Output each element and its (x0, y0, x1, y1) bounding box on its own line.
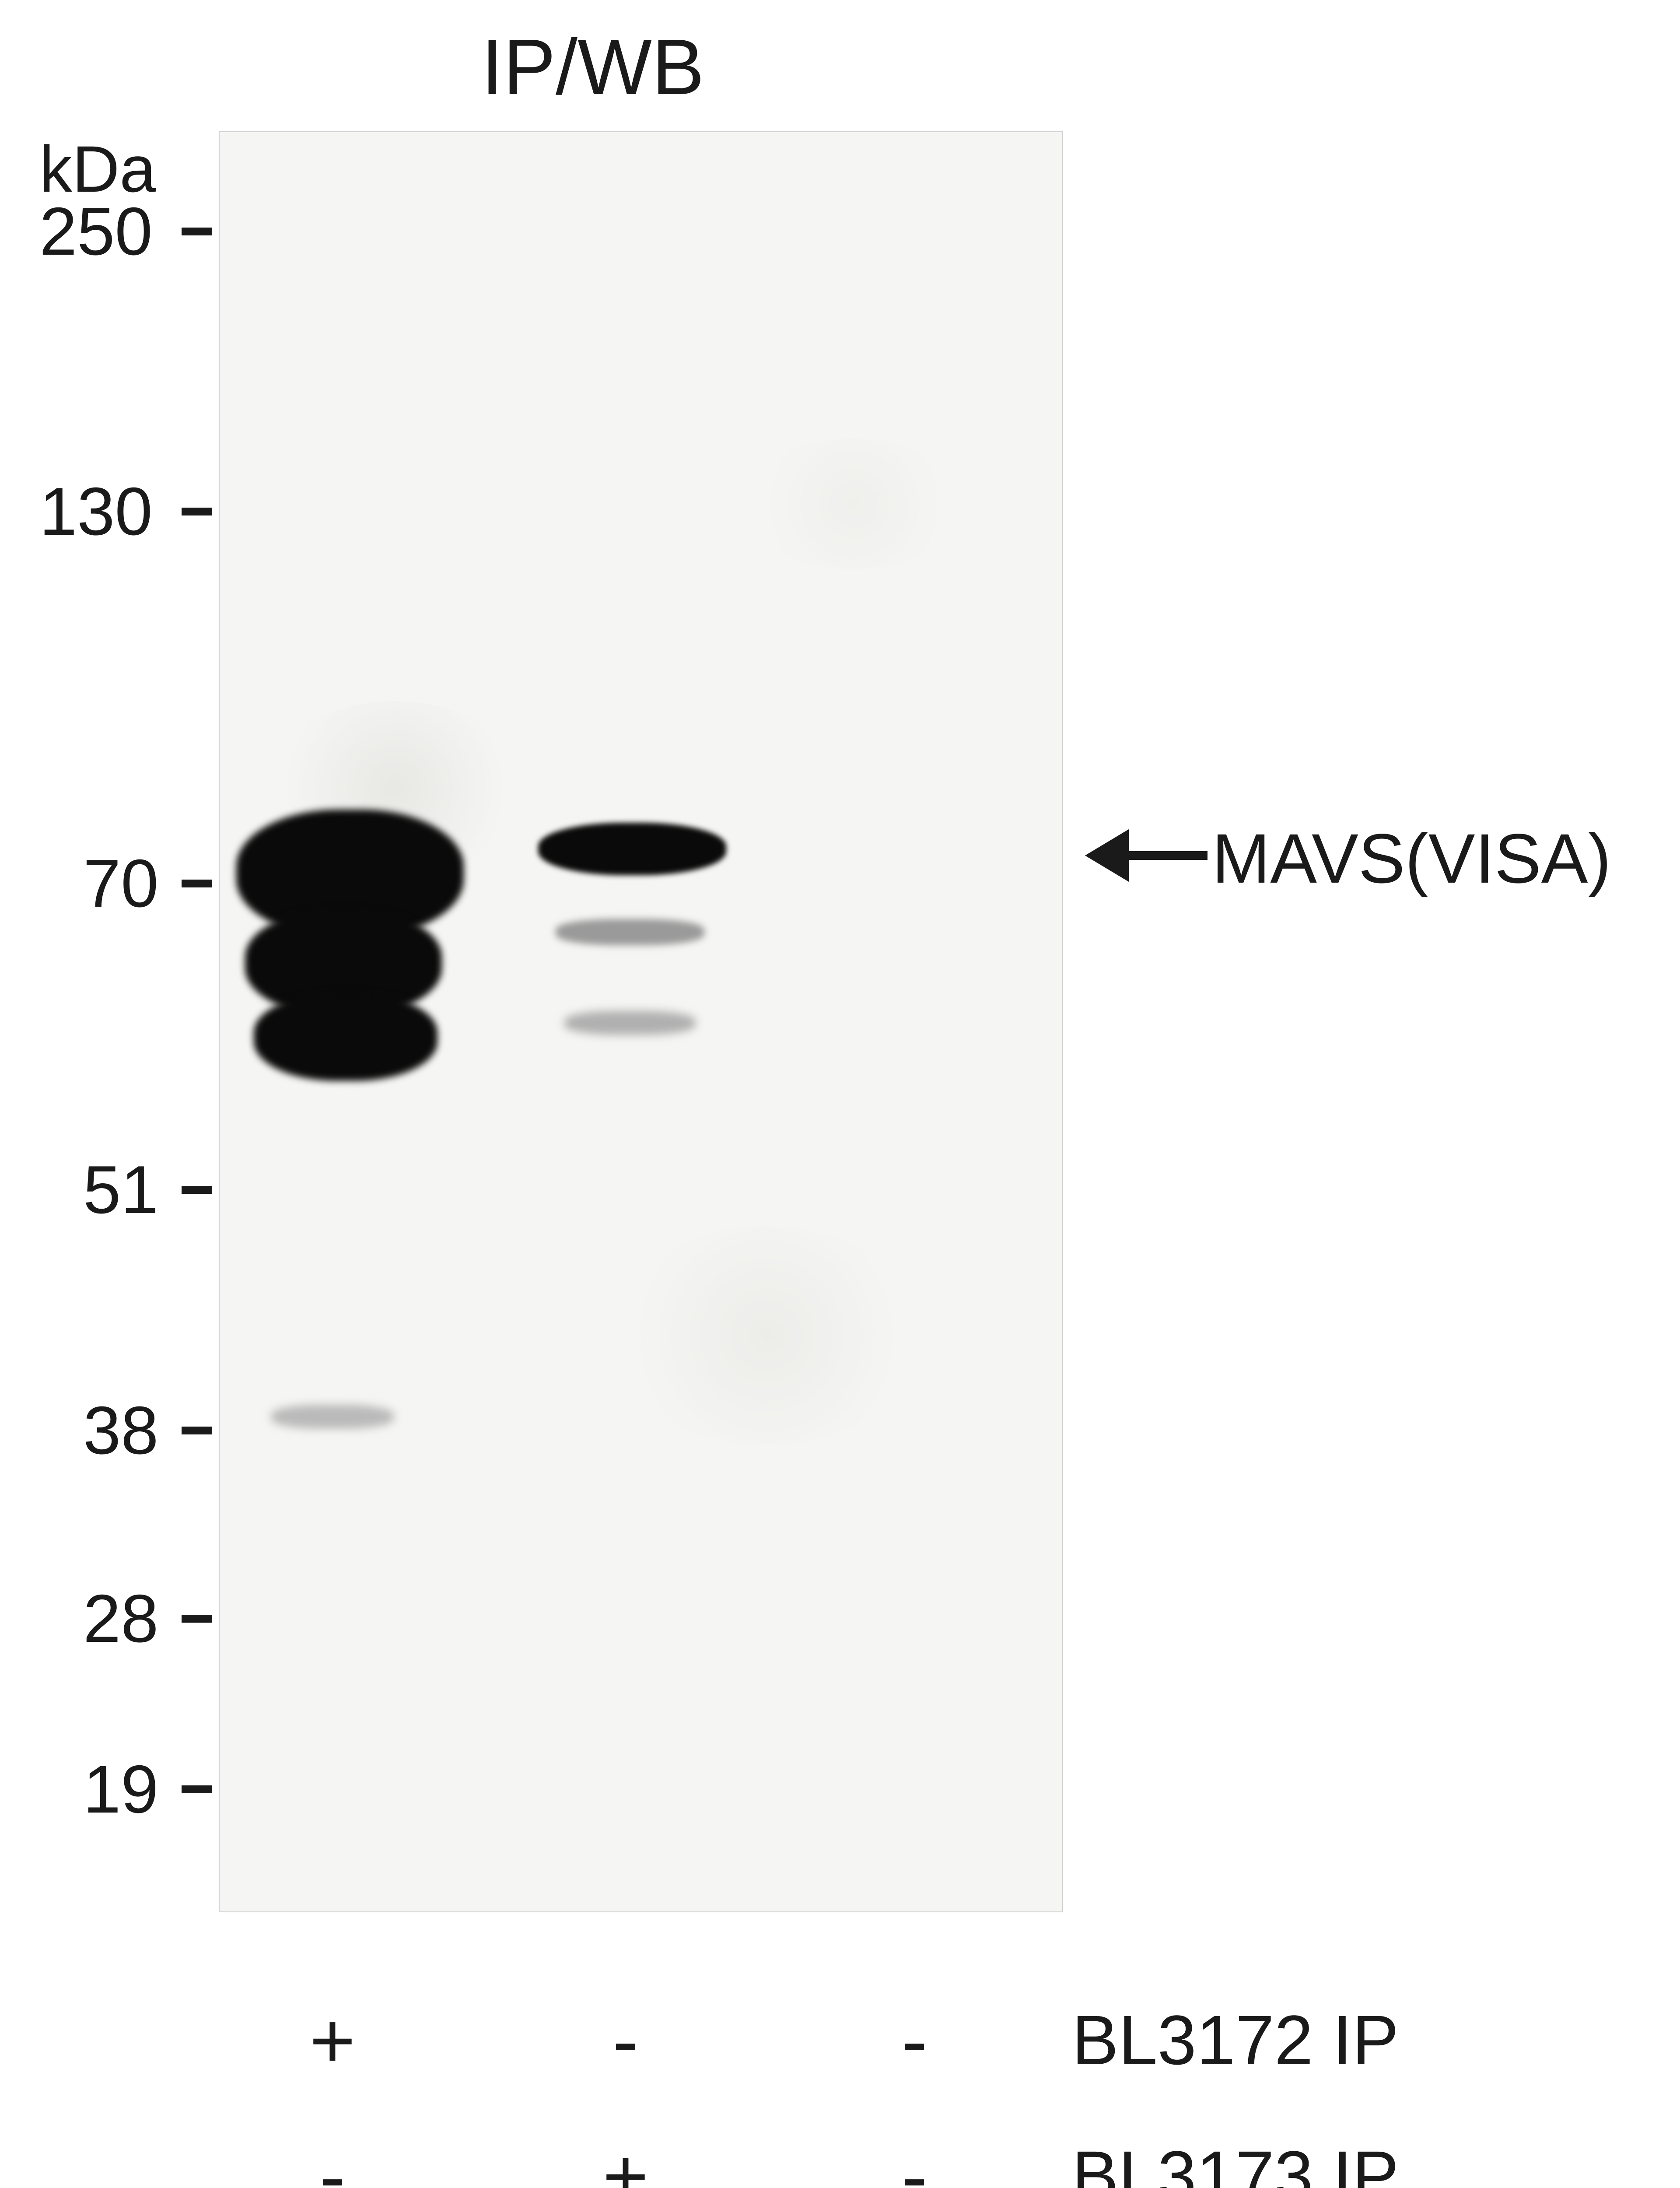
mw-tick-70 (182, 880, 212, 887)
lane3-row1-symbol: - (888, 1995, 941, 2086)
mw-marker-38: 38 (83, 1392, 158, 1469)
band-lane1-38kda (271, 1405, 394, 1429)
band-lane1-lower (254, 993, 438, 1081)
lane2-row1-symbol: - (599, 1995, 652, 2086)
lane1-row2-symbol: - (306, 2131, 359, 2188)
mw-tick-38 (182, 1427, 212, 1434)
lane1-row1-symbol: + (306, 1995, 359, 2086)
mw-marker-51: 51 (83, 1151, 158, 1229)
figure-title: IP/WB (481, 22, 704, 112)
band-lane2-main (538, 823, 726, 875)
row1-label: BL3172 IP (1072, 2000, 1399, 2080)
lane2-row2-symbol: + (599, 2131, 652, 2188)
figure-container: IP/WB kDa 250 130 70 51 38 28 19 MAVS(VI… (0, 0, 1680, 2188)
mw-tick-19 (182, 1785, 212, 1793)
mw-marker-19: 19 (83, 1750, 158, 1828)
mw-tick-250 (182, 228, 212, 235)
row2-label: BL3173 IP (1072, 2135, 1399, 2188)
mw-marker-70: 70 (83, 845, 158, 922)
lane3-row2-symbol: - (888, 2131, 941, 2188)
film-texture (613, 1226, 920, 1445)
mw-tick-130 (182, 508, 212, 515)
mw-marker-250: 250 (39, 193, 153, 270)
film-texture (745, 438, 963, 570)
mw-tick-51 (182, 1186, 212, 1194)
band-lane2-faint2 (564, 1011, 696, 1035)
mw-marker-130: 130 (39, 473, 153, 551)
arrow-line (1124, 851, 1208, 860)
mw-marker-28: 28 (83, 1580, 158, 1658)
mw-tick-28 (182, 1615, 212, 1623)
target-protein-label: MAVS(VISA) (1212, 818, 1611, 899)
band-lane2-faint1 (556, 919, 704, 945)
arrow-head-icon (1085, 829, 1129, 882)
